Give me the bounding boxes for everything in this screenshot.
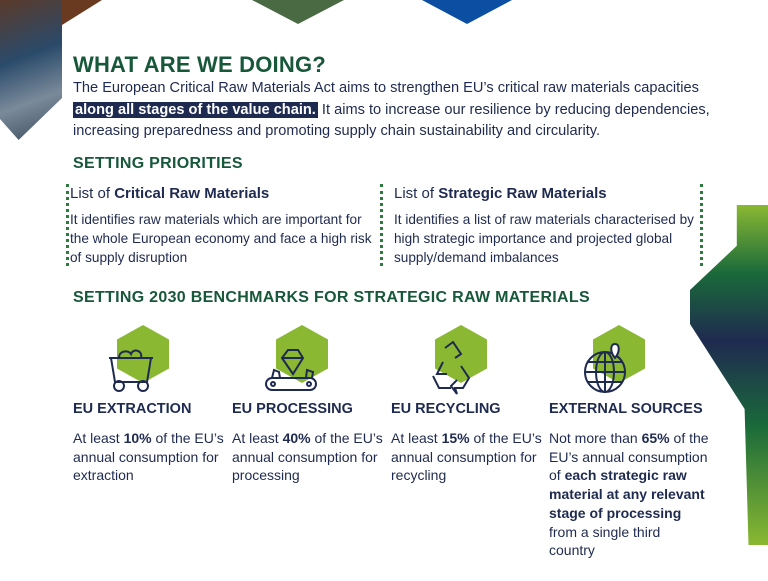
strategic-list: List of Strategic Raw Materials It ident… bbox=[380, 184, 703, 266]
highlight: along all stages of the value chain. bbox=[73, 101, 318, 118]
intro-text: The European Critical Raw Materials Act … bbox=[73, 80, 710, 139]
critical-list: List of Critical Raw Materials It identi… bbox=[66, 184, 377, 266]
recycle-icon bbox=[432, 340, 471, 395]
corner-photo bbox=[0, 0, 62, 140]
priorities-title: SETTING PRIORITIES bbox=[73, 155, 243, 172]
corner-accent bbox=[62, 0, 102, 25]
conveyor-gem-icon bbox=[265, 349, 317, 391]
blue-diamond bbox=[422, 0, 512, 24]
green-diamond bbox=[252, 0, 344, 24]
globe-pin-icon bbox=[584, 342, 626, 393]
mine-cart-icon bbox=[109, 349, 153, 392]
page-title: WHAT ARE WE DOING? bbox=[73, 52, 326, 77]
benchmarks-title: SETTING 2030 BENCHMARKS FOR STRATEGIC RA… bbox=[73, 289, 590, 306]
